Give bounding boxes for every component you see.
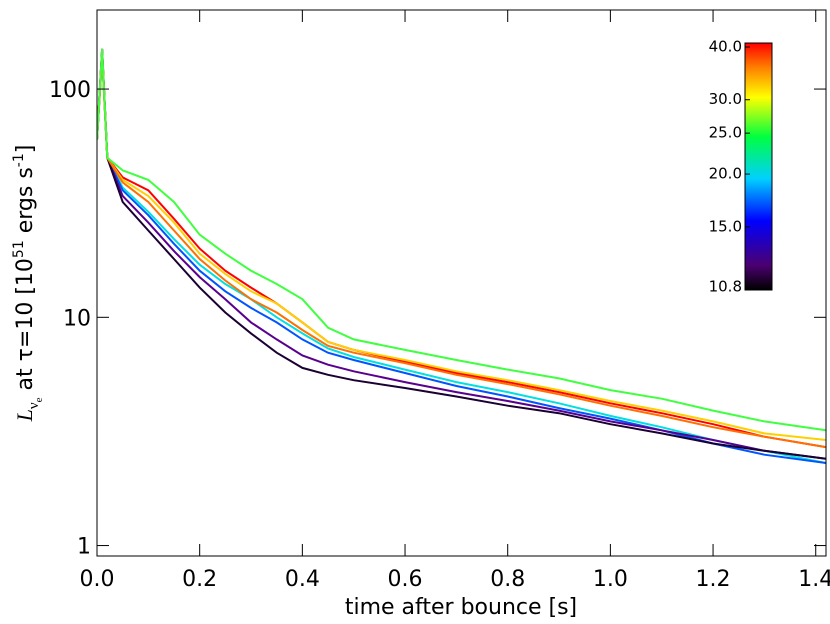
colorbar-tick-label: 40.0: [709, 38, 742, 56]
y-label-part: ]: [13, 145, 38, 154]
y-tick-label: 1: [77, 535, 91, 560]
y-label-part: ν: [26, 402, 42, 409]
colorbar-tick-label: 20.0: [709, 165, 742, 183]
x-tick-label: 1.4: [798, 567, 830, 592]
y-label-part: -1: [11, 153, 27, 167]
series-line: [97, 55, 826, 464]
lines: [97, 48, 826, 464]
y-label-part: 51: [11, 240, 27, 258]
series-line: [97, 48, 826, 460]
series-line: [97, 52, 826, 460]
y-axis-label: Lνe at τ=10 [1051 ergs s-1]: [11, 145, 45, 423]
x-tick-label: 0.0: [80, 567, 115, 592]
x-tick-label: 1.0: [593, 567, 628, 592]
colorbar: [744, 42, 773, 291]
x-tick-label: 0.6: [388, 567, 423, 592]
axes-frame: [96, 9, 827, 557]
y-tick-label: 10: [63, 306, 91, 331]
series-line: [97, 55, 826, 464]
x-tick-label: 0.4: [285, 567, 320, 592]
colorbar-tick-label: 15.0: [709, 217, 742, 235]
colorbar-tick-label: 10.8: [709, 278, 742, 296]
series-line: [97, 52, 826, 449]
y-label-part: at τ=10 [10: [13, 258, 38, 397]
y-label-part: e: [33, 397, 45, 402]
x-tick-label: 1.2: [696, 567, 731, 592]
x-tick-label: 0.2: [182, 567, 217, 592]
series-line: [97, 55, 826, 441]
y-label-part: ergs s: [13, 167, 38, 240]
y-label-part: L: [12, 409, 37, 422]
series-line: [97, 48, 826, 432]
y-tick-label: 100: [49, 78, 91, 103]
colorbar-tick-label: 30.0: [709, 90, 742, 108]
colorbar-tick-label: 25.0: [709, 124, 742, 142]
x-tick-label: 0.8: [490, 567, 525, 592]
x-axis-label: time after bounce [s]: [345, 595, 577, 620]
